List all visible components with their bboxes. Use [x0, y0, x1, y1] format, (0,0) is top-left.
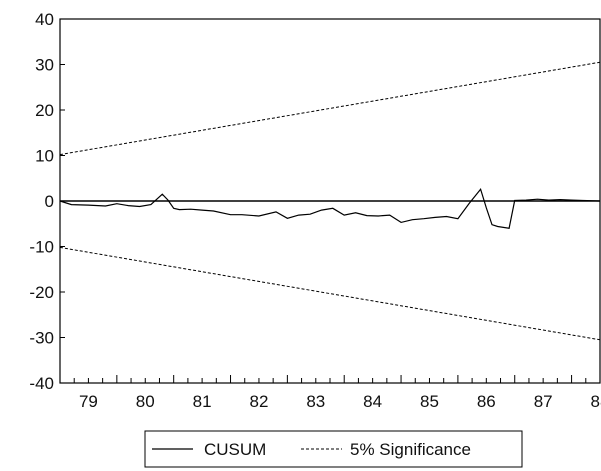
- x-tick-label: 79: [79, 392, 98, 411]
- cusum-series-line: [59, 187, 601, 229]
- upper-significance-line: [59, 61, 601, 156]
- y-axis-tick-labels: 40 30 20 10 0 -10 -20 -30 -40: [29, 10, 54, 393]
- y-tick-label: -20: [29, 283, 54, 302]
- x-tick-label: 81: [193, 392, 212, 411]
- x-tick-label: 85: [420, 392, 439, 411]
- x-tick-label: 82: [249, 392, 268, 411]
- y-tick-label: 30: [35, 56, 54, 75]
- x-tick-label: 84: [363, 392, 382, 411]
- x-axis-tick-labels: 79 80 81 82 83 84 85 86 87 88: [79, 392, 601, 411]
- significance-bands: [59, 61, 601, 341]
- y-tick-label: -30: [29, 329, 54, 348]
- y-tick-label: -40: [29, 374, 54, 393]
- x-tick-label: 86: [477, 392, 496, 411]
- legend-significance-label: 5% Significance: [350, 440, 471, 459]
- legend: CUSUM 5% Significance: [144, 430, 523, 468]
- legend-cusum-label: CUSUM: [204, 440, 266, 459]
- x-tick-label: 80: [136, 392, 155, 411]
- x-tick-label: 88: [591, 392, 601, 411]
- y-tick-label: -10: [29, 238, 54, 257]
- y-tick-label: 20: [35, 101, 54, 120]
- plot-area-frame: [59, 18, 601, 384]
- axis-ticks: [59, 18, 601, 384]
- y-tick-label: 0: [45, 192, 54, 211]
- lower-significance-line: [59, 246, 601, 341]
- x-tick-label: 83: [306, 392, 325, 411]
- y-tick-label: 40: [35, 10, 54, 29]
- x-tick-label: 87: [534, 392, 553, 411]
- y-tick-label: 10: [35, 147, 54, 166]
